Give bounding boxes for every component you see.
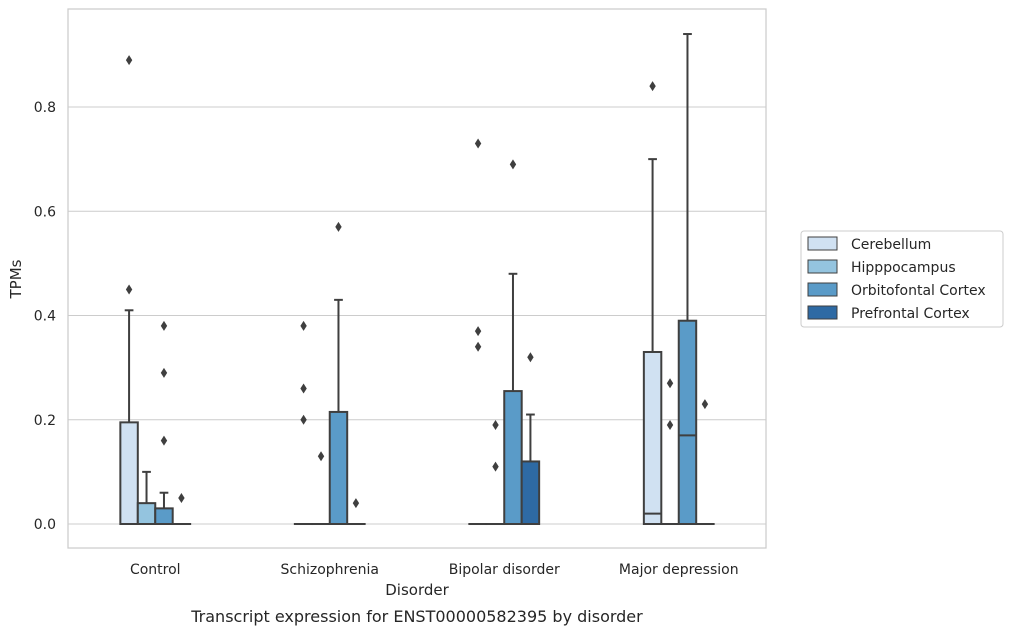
box-body	[136, 502, 157, 525]
outlier-point	[125, 284, 133, 295]
outlier-point	[352, 498, 360, 509]
box-body	[520, 460, 541, 526]
box-body	[154, 507, 174, 525]
outlier-point	[509, 159, 517, 170]
outlier-point	[474, 326, 482, 337]
box-body	[677, 319, 698, 525]
x-tick-label: Control	[130, 562, 181, 578]
legend-label: Prefrontal Cortex	[851, 306, 970, 322]
outlier-point	[666, 419, 674, 430]
outlier-point	[125, 55, 133, 66]
legend-item-hipppocampus: Hipppocampus	[807, 259, 956, 276]
outlier-point	[178, 492, 185, 503]
outlier-point	[300, 383, 307, 394]
box-cerebellum-bipolar-disorder	[468, 138, 488, 526]
outlier-point	[160, 320, 168, 331]
legend-label: Hipppocampus	[851, 260, 956, 276]
box-prefrontal-cortex-major-depression	[695, 399, 715, 526]
outlier-point	[160, 367, 168, 378]
x-tick-label: Schizophrenia	[281, 562, 379, 578]
outlier-point	[666, 378, 674, 389]
box-body	[328, 410, 349, 525]
outlier-point	[492, 419, 499, 430]
x-tick-label: Bipolar disorder	[449, 562, 560, 578]
box-prefrontal-cortex-bipolar-disorder	[520, 352, 541, 526]
box-prefrontal-cortex-schizophrenia	[346, 498, 366, 526]
outlier-point	[317, 451, 325, 462]
box-orbitofontal-cortex-major-depression	[677, 33, 698, 525]
y-axis-ticks: 0.0 0.2 0.4 0.6 0.8	[34, 100, 56, 533]
outlier-point	[160, 435, 168, 446]
y-tick-label: 0.4	[34, 309, 56, 325]
legend-item-cerebellum: Cerebellum	[807, 236, 931, 253]
legend-swatch	[807, 282, 838, 297]
outlier-point	[300, 320, 307, 331]
legend-label: Cerebellum	[851, 237, 931, 253]
series-prefrontal-cortex	[171, 352, 715, 526]
legend-frame	[800, 230, 1004, 328]
box-body	[503, 390, 523, 525]
outlier-point	[335, 221, 342, 232]
series-cerebellum	[119, 55, 663, 526]
y-tick-label: 0.0	[34, 517, 56, 533]
legend-item-orbitofontal-cortex: Orbitofontal Cortex	[807, 282, 986, 299]
box-orbitofontal-cortex-bipolar-disorder	[503, 159, 523, 525]
outlier-point	[527, 352, 534, 363]
y-tick-label: 0.6	[34, 204, 56, 220]
box-prefrontal-cortex-control	[171, 492, 192, 526]
outlier-point	[701, 399, 709, 410]
x-tick-label: Major depression	[619, 562, 739, 578]
box-body	[642, 350, 663, 525]
box-orbitofontal-cortex-control	[154, 320, 174, 525]
legend-swatch	[807, 305, 838, 320]
y-tick-label: 0.2	[34, 413, 56, 429]
box-hipppocampus-schizophrenia	[311, 451, 331, 526]
box-cerebellum-major-depression	[642, 81, 663, 525]
box-cerebellum-control	[119, 55, 139, 526]
box-body	[119, 421, 139, 526]
plot-frame	[67, 8, 767, 549]
figure-caption: Transcript expression for ENST0000058239…	[190, 607, 643, 626]
legend: Cerebellum Hipppocampus Orbitofontal Corte…	[800, 230, 1004, 328]
series-orbitofontal-cortex	[154, 33, 698, 525]
y-tick-label: 0.8	[34, 100, 56, 116]
outlier-point	[492, 461, 499, 472]
series-hipppocampus	[136, 378, 680, 526]
y-axis-label: TPMs	[7, 259, 25, 299]
box-groups	[119, 33, 715, 526]
box-hipppocampus-major-depression	[660, 378, 680, 526]
box-hipppocampus-bipolar-disorder	[485, 419, 506, 526]
outlier-point	[474, 341, 482, 352]
x-axis-ticks: Control Schizophrenia Bipolar disorder Majo…	[130, 562, 739, 578]
outlier-point	[300, 414, 307, 425]
box-cerebellum-schizophrenia	[293, 320, 314, 526]
legend-swatch	[807, 259, 838, 274]
outlier-point	[649, 81, 656, 92]
outlier-point	[474, 138, 482, 149]
legend-swatch	[807, 236, 838, 251]
box-hipppocampus-control	[136, 470, 157, 525]
x-axis-label: Disorder	[385, 581, 449, 599]
box-orbitofontal-cortex-schizophrenia	[328, 221, 349, 525]
legend-item-prefrontal-cortex: Prefrontal Cortex	[807, 305, 970, 322]
legend-label: Orbitofontal Cortex	[851, 283, 986, 299]
